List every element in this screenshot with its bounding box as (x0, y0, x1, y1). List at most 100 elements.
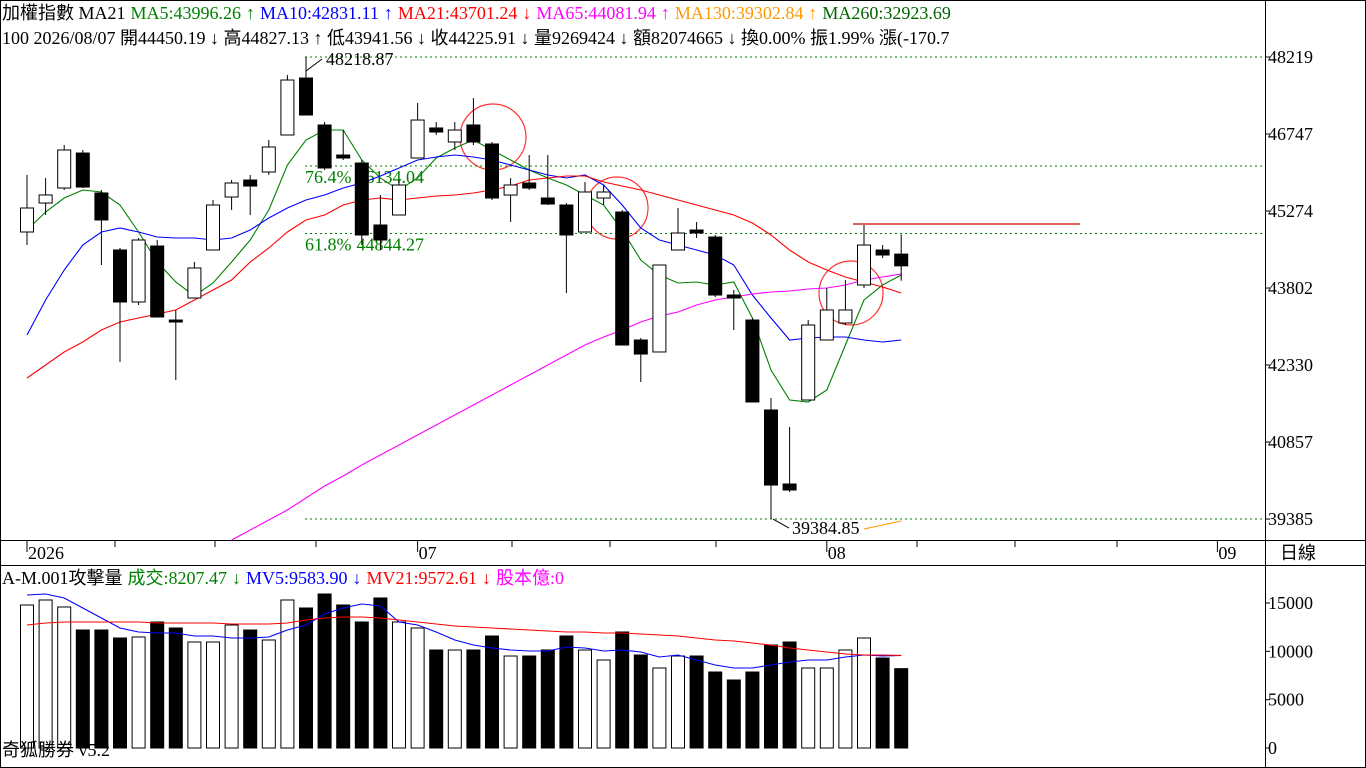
moving-average (26, 154, 902, 343)
volume-bar (819, 667, 834, 749)
candle-body (392, 184, 406, 216)
app-label: 奇狐勝券 v5.2 (2, 740, 110, 760)
y-tick-label: 10000 (1268, 641, 1313, 661)
candle-body (671, 232, 685, 251)
legend-item: 股本億:0 (496, 568, 564, 588)
volume-bar (801, 667, 816, 749)
candle-body (875, 249, 890, 256)
volume-bar (745, 671, 760, 749)
candle-body (94, 192, 109, 221)
low-label: 39384.85 (792, 518, 860, 538)
fib-label: 76.4% 46134.04 (305, 167, 424, 187)
legend-item: A-M.001攻擊量 (2, 568, 123, 588)
legend-item: ↑ (246, 3, 255, 23)
candle-body (615, 211, 630, 346)
candle-body (410, 119, 425, 159)
candle-body (224, 182, 239, 198)
x-tick-label: 09 (1218, 543, 1236, 563)
candle-body (57, 149, 72, 189)
y-tick-label: 42330 (1268, 355, 1313, 375)
volume-bar (485, 635, 499, 749)
legend-item: MV21:9572.61 (367, 568, 478, 588)
candle-body (168, 319, 183, 323)
candle-body (782, 483, 797, 491)
volume-bar (466, 649, 481, 749)
candle-body (38, 194, 53, 204)
candle-body (764, 409, 778, 486)
legend-item: ↓ (353, 568, 362, 588)
volume-average (26, 593, 902, 669)
high-label: 48218.87 (326, 49, 394, 69)
candle-body (578, 191, 592, 233)
volume-bar (838, 649, 853, 749)
volume-bar (20, 604, 34, 749)
y-tick-label: 46747 (1268, 124, 1313, 144)
volume-bar (764, 644, 778, 749)
volume-bar (261, 639, 276, 749)
legend-item: ↑ (384, 3, 393, 23)
volume-bar (540, 649, 555, 749)
volume-bar (559, 635, 574, 749)
highlight-circles (459, 103, 884, 326)
low-connector (772, 518, 790, 529)
fib-value: 44844.27 (357, 235, 425, 255)
volume-bar (615, 631, 630, 749)
volume-bar (875, 657, 890, 749)
candle-body (745, 319, 760, 403)
legend-item: 成交:8207.47 (128, 568, 228, 588)
volume-bar (671, 655, 685, 749)
fib-percent: 61.8% (305, 235, 352, 255)
volume-bar (57, 606, 72, 749)
volume-bar (726, 679, 741, 749)
volume-bar (596, 659, 611, 749)
legend-item: MA10:42831.11 (260, 3, 379, 23)
volume-bar (894, 668, 909, 749)
y-tick-label: 0 (1268, 738, 1277, 758)
volume-bar (522, 655, 537, 749)
volume-bar (131, 636, 146, 749)
legend-item: ↓ (232, 568, 241, 588)
candle-body (596, 191, 611, 199)
candle-body (373, 224, 388, 241)
legend-item: MA21:43701.24 (398, 3, 518, 23)
candle-body (633, 339, 648, 355)
candle-body (801, 324, 816, 401)
volume-bar (782, 641, 797, 749)
volume-bar (75, 629, 90, 749)
minor-date-ticks (114, 541, 1118, 547)
y-tick-label: 43802 (1268, 278, 1313, 298)
candle-body (652, 264, 667, 353)
volume-bar (94, 629, 109, 749)
legend-item: ↑ (808, 3, 817, 23)
moving-average (863, 520, 902, 530)
y-tick-label: 40857 (1268, 432, 1313, 452)
legend-item: MA260:32923.69 (822, 3, 951, 23)
candle-body (540, 197, 555, 205)
fib-value: 46134.04 (357, 167, 425, 187)
candle-body (689, 229, 704, 234)
legend-item: MV5:9583.90 (246, 568, 348, 588)
volume-bar (38, 599, 53, 749)
legend-item: ↓ (482, 568, 491, 588)
legend-item: MA5:43996.26 (131, 3, 242, 23)
x-tick-label: 07 (419, 543, 437, 563)
fib-label: 61.8% 44844.27 (305, 235, 424, 255)
volume-bar (708, 671, 723, 749)
fib-percent: 76.4% (305, 167, 352, 187)
volume-bar (317, 593, 332, 749)
volume-bar (354, 621, 369, 749)
moving-average (231, 273, 902, 541)
y-tick-label: 48219 (1268, 47, 1313, 67)
legend-line: 100 2026/08/07 開44450.19 ↓ 高44827.13 ↑ 低… (2, 28, 949, 49)
volume-bar (373, 597, 388, 749)
volume-bar (447, 649, 462, 749)
candle-body (485, 143, 499, 199)
volume-bar (410, 627, 425, 749)
volume-bar (652, 667, 667, 749)
candle-body (131, 239, 146, 303)
candle-body (726, 294, 741, 299)
candle-body (894, 253, 909, 267)
volume-bar (187, 641, 202, 749)
